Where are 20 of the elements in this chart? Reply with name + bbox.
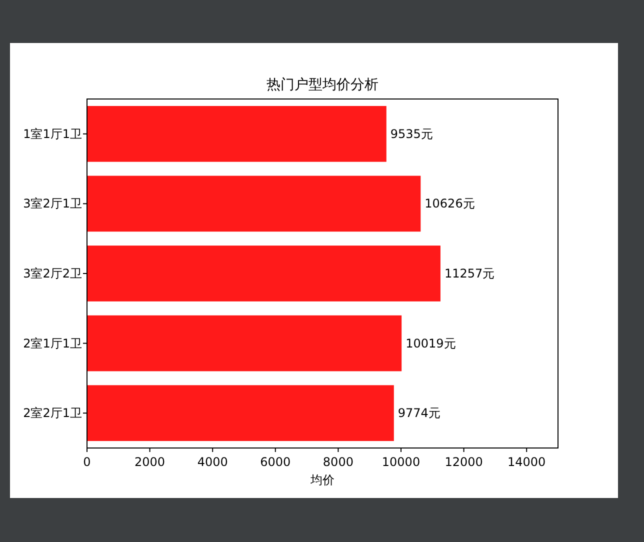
x-tick-label: 6000: [260, 455, 291, 469]
chart-title: 热门户型均价分析: [266, 77, 378, 93]
data-label: 9774元: [398, 406, 440, 420]
y-tick-label: 2室1厅1卫: [23, 336, 82, 350]
y-tick-label: 1室1厅1卫: [23, 126, 82, 141]
data-label: 11257元: [444, 266, 495, 280]
y-tick-label: 2室2厅1卫: [23, 406, 82, 420]
data-label: 10019元: [406, 336, 456, 350]
x-tick-label: 0: [83, 455, 91, 469]
x-tick-label: 12000: [444, 455, 483, 469]
data-label: 9535元: [390, 126, 433, 141]
y-tick-label: 3室2厅1卫: [23, 196, 82, 211]
x-tick-label: 4000: [197, 455, 228, 469]
x-tick-label: 10000: [382, 455, 420, 469]
y-tick-label: 3室2厅2卫: [23, 266, 82, 280]
x-tick-label: 14000: [508, 455, 546, 469]
x-tick-label: 2000: [134, 455, 166, 469]
data-label: 10626元: [424, 196, 475, 211]
x-tick-label: 8000: [322, 455, 354, 469]
x-axis-title: 均价: [310, 473, 334, 487]
